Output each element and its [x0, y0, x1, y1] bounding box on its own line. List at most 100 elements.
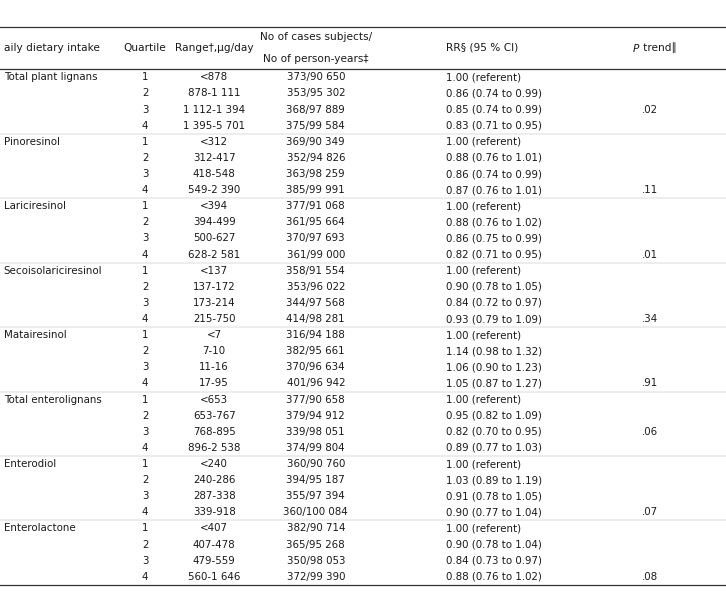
- Text: aily dietary intake: aily dietary intake: [4, 43, 99, 53]
- Text: 1.00 (referent): 1.00 (referent): [446, 72, 521, 82]
- Text: 0.82 (0.71 to 0.95): 0.82 (0.71 to 0.95): [446, 250, 542, 259]
- Text: 137-172: 137-172: [193, 282, 235, 292]
- Text: 0.88 (0.76 to 1.02): 0.88 (0.76 to 1.02): [446, 217, 542, 227]
- Text: 173-214: 173-214: [193, 298, 235, 308]
- Text: 17-95: 17-95: [200, 378, 229, 388]
- Text: 2: 2: [142, 88, 148, 98]
- Text: <240: <240: [200, 459, 228, 469]
- Text: Matairesinol: Matairesinol: [4, 330, 66, 340]
- Text: 385/99 991: 385/99 991: [287, 185, 345, 195]
- Text: 1: 1: [142, 137, 148, 147]
- Text: 628-2 581: 628-2 581: [188, 250, 240, 259]
- Text: Total enterolignans: Total enterolignans: [4, 395, 102, 404]
- Text: 3: 3: [142, 169, 148, 179]
- Text: Range†,μg/day: Range†,μg/day: [175, 43, 253, 53]
- Text: 7-10: 7-10: [203, 346, 226, 356]
- Text: 1: 1: [142, 72, 148, 82]
- Text: 0.95 (0.82 to 1.09): 0.95 (0.82 to 1.09): [446, 411, 542, 421]
- Text: 401/96 942: 401/96 942: [287, 378, 345, 388]
- Text: 3: 3: [142, 427, 148, 437]
- Text: 4: 4: [142, 250, 148, 259]
- Text: 394-499: 394-499: [193, 217, 235, 227]
- Text: 1.03 (0.89 to 1.19): 1.03 (0.89 to 1.19): [446, 475, 542, 485]
- Text: .11: .11: [642, 185, 658, 195]
- Text: 3: 3: [142, 233, 148, 243]
- Text: 0.90 (0.78 to 1.04): 0.90 (0.78 to 1.04): [446, 540, 542, 549]
- Text: 382/90 714: 382/90 714: [287, 523, 345, 533]
- Text: 1: 1: [142, 266, 148, 276]
- Text: Total plant lignans: Total plant lignans: [4, 72, 97, 82]
- Text: 2: 2: [142, 411, 148, 421]
- Text: 0.88 (0.76 to 1.02): 0.88 (0.76 to 1.02): [446, 572, 542, 582]
- Text: 407-478: 407-478: [193, 540, 235, 549]
- Text: 11-16: 11-16: [200, 362, 229, 372]
- Text: 1.00 (referent): 1.00 (referent): [446, 395, 521, 404]
- Text: <653: <653: [200, 395, 228, 404]
- Text: 344/97 568: 344/97 568: [287, 298, 345, 308]
- Text: 1.00 (referent): 1.00 (referent): [446, 201, 521, 211]
- Text: 479-559: 479-559: [193, 556, 235, 566]
- Text: .02: .02: [642, 105, 658, 114]
- Text: Quartile: Quartile: [124, 43, 166, 53]
- Text: 418-548: 418-548: [193, 169, 235, 179]
- Text: 374/99 804: 374/99 804: [287, 443, 345, 453]
- Text: 1.14 (0.98 to 1.32): 1.14 (0.98 to 1.32): [446, 346, 542, 356]
- Text: 3: 3: [142, 105, 148, 114]
- Text: 361/99 000: 361/99 000: [287, 250, 345, 259]
- Text: No of person-years‡: No of person-years‡: [263, 54, 369, 63]
- Text: 1.00 (referent): 1.00 (referent): [446, 523, 521, 533]
- Text: Lariciresinol: Lariciresinol: [4, 201, 65, 211]
- Text: 0.85 (0.74 to 0.99): 0.85 (0.74 to 0.99): [446, 105, 542, 114]
- Text: 373/90 650: 373/90 650: [287, 72, 345, 82]
- Text: 1 112-1 394: 1 112-1 394: [183, 105, 245, 114]
- Text: 1.00 (referent): 1.00 (referent): [446, 459, 521, 469]
- Text: 355/97 394: 355/97 394: [287, 491, 345, 501]
- Text: 1.00 (referent): 1.00 (referent): [446, 330, 521, 340]
- Text: 353/96 022: 353/96 022: [287, 282, 345, 292]
- Text: 2: 2: [142, 346, 148, 356]
- Text: 3: 3: [142, 298, 148, 308]
- Text: 0.89 (0.77 to 1.03): 0.89 (0.77 to 1.03): [446, 443, 542, 453]
- Text: 4: 4: [142, 443, 148, 453]
- Text: 377/91 068: 377/91 068: [287, 201, 345, 211]
- Text: 369/90 349: 369/90 349: [287, 137, 345, 147]
- Text: <878: <878: [200, 72, 228, 82]
- Text: 1.00 (referent): 1.00 (referent): [446, 266, 521, 276]
- Text: 1.06 (0.90 to 1.23): 1.06 (0.90 to 1.23): [446, 362, 542, 372]
- Text: 4: 4: [142, 185, 148, 195]
- Text: 1.00 (referent): 1.00 (referent): [446, 137, 521, 147]
- Text: 878-1 111: 878-1 111: [188, 88, 240, 98]
- Text: 0.86 (0.75 to 0.99): 0.86 (0.75 to 0.99): [446, 233, 542, 243]
- Text: 414/98 281: 414/98 281: [287, 314, 345, 324]
- Text: 375/99 584: 375/99 584: [287, 121, 345, 131]
- Text: .08: .08: [642, 572, 658, 582]
- Text: 358/91 554: 358/91 554: [287, 266, 345, 276]
- Text: 352/94 826: 352/94 826: [287, 153, 345, 163]
- Text: 0.84 (0.72 to 0.97): 0.84 (0.72 to 0.97): [446, 298, 542, 308]
- Text: 382/95 661: 382/95 661: [287, 346, 345, 356]
- Text: 1.05 (0.87 to 1.27): 1.05 (0.87 to 1.27): [446, 378, 542, 388]
- Text: 339/98 051: 339/98 051: [287, 427, 345, 437]
- Text: 2: 2: [142, 153, 148, 163]
- Text: 350/98 053: 350/98 053: [287, 556, 345, 566]
- Text: 360/90 760: 360/90 760: [287, 459, 345, 469]
- Text: 377/90 658: 377/90 658: [287, 395, 345, 404]
- Text: 0.91 (0.78 to 1.05): 0.91 (0.78 to 1.05): [446, 491, 542, 501]
- Text: .06: .06: [642, 427, 658, 437]
- Text: 1: 1: [142, 395, 148, 404]
- Text: <394: <394: [200, 201, 228, 211]
- Text: .07: .07: [642, 507, 658, 517]
- Text: <312: <312: [200, 137, 228, 147]
- Text: $\mathit{P}$: $\mathit{P}$: [632, 42, 640, 54]
- Text: 4: 4: [142, 378, 148, 388]
- Text: RR§ (95 % CI): RR§ (95 % CI): [446, 43, 519, 53]
- Text: 0.93 (0.79 to 1.09): 0.93 (0.79 to 1.09): [446, 314, 542, 324]
- Text: 1 395-5 701: 1 395-5 701: [183, 121, 245, 131]
- Text: 1: 1: [142, 459, 148, 469]
- Text: 1: 1: [142, 201, 148, 211]
- Text: 370/96 634: 370/96 634: [287, 362, 345, 372]
- Text: 0.90 (0.78 to 1.05): 0.90 (0.78 to 1.05): [446, 282, 542, 292]
- Text: 372/99 390: 372/99 390: [287, 572, 345, 582]
- Text: 394/95 187: 394/95 187: [287, 475, 345, 485]
- Text: Secoisolariciresinol: Secoisolariciresinol: [4, 266, 102, 276]
